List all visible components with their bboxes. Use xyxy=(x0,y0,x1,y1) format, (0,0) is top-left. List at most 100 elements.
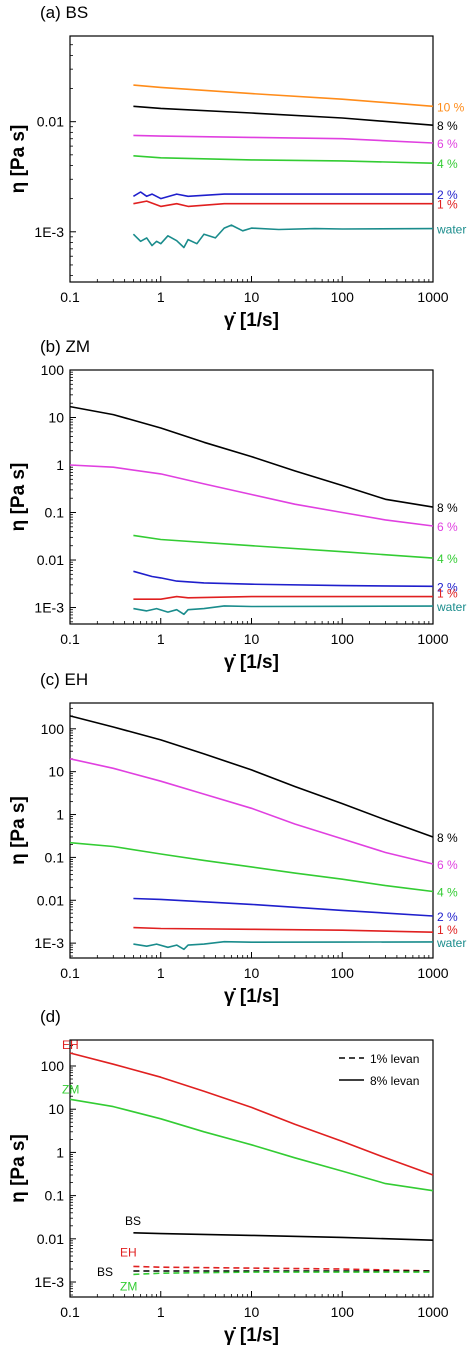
series-line-3 xyxy=(133,134,434,144)
y-tick-label: 1E-3 xyxy=(34,935,64,951)
series-line-5 xyxy=(132,191,433,200)
legend-label: 1% levan xyxy=(370,1052,419,1066)
plot-frame xyxy=(69,702,434,959)
series-end-label: 1 % xyxy=(437,587,458,601)
y-tick-label: 1 xyxy=(56,1144,64,1160)
x-tick-label: 100 xyxy=(331,965,355,981)
x-axis-title: γ̇ [1/s] xyxy=(224,1325,279,1346)
series-inline-label: ZM xyxy=(120,1279,137,1293)
series-inline-label: EH xyxy=(120,1245,137,1259)
series-end-label: 1 % xyxy=(437,198,458,212)
series-line-1 xyxy=(133,84,434,108)
x-tick-label: 10 xyxy=(244,1304,260,1320)
y-tick-label: 0.01 xyxy=(37,552,64,568)
panel-label: (d) xyxy=(40,1007,61,1026)
series-line-2 xyxy=(69,464,434,527)
x-tick-label: 100 xyxy=(331,1304,355,1320)
x-tick-label: 1000 xyxy=(417,965,448,981)
chart-panel-1: (a) BS 0.1 1 10 100 1000 0.01 1E-3 γ̇ [1/s] η [Pa… xyxy=(8,3,466,331)
series-line-3 xyxy=(69,841,434,893)
series-end-label: 8 % xyxy=(437,831,458,845)
plot-frame xyxy=(69,35,434,283)
y-axis-title: η [Pa s] xyxy=(8,463,29,532)
series-end-label: 2 % xyxy=(437,188,458,202)
series-end-label: 8 % xyxy=(437,501,458,515)
y-tick-label: 10 xyxy=(48,410,64,426)
series-inline-label: BS xyxy=(125,1214,141,1228)
series-line-7 xyxy=(132,224,434,249)
x-tick-label: 100 xyxy=(331,289,355,305)
panel-label: (a) BS xyxy=(40,3,88,22)
series-line-6 xyxy=(133,940,434,951)
x-tick-label: 0.1 xyxy=(60,965,80,981)
legend-label: 8% levan xyxy=(370,1074,419,1088)
series-end-label: water xyxy=(436,223,466,237)
series-inline-label: BS xyxy=(97,1265,113,1279)
series-line-6 xyxy=(133,200,433,208)
y-tick-label: 0.01 xyxy=(37,892,64,908)
chart-panel-4: (d) 0.1 1 10 100 1000 100 10 1 0.1 0.01 1E-3 γ̇ [1/s… xyxy=(8,1007,449,1346)
x-tick-label: 0.1 xyxy=(60,1304,80,1320)
y-tick-label: 100 xyxy=(41,362,65,378)
series-end-label: 6 % xyxy=(437,137,458,151)
y-tick-label: 1 xyxy=(56,457,64,473)
series-line-1 xyxy=(69,715,434,838)
x-tick-label: 0.1 xyxy=(60,289,80,305)
series-end-label: 6 % xyxy=(437,520,458,534)
y-tick-label: 10 xyxy=(48,1101,64,1117)
x-tick-label: 0.1 xyxy=(60,631,80,647)
series-line-6 xyxy=(133,605,434,616)
series-end-label: 4 % xyxy=(437,886,458,900)
y-tick-label: 0.1 xyxy=(45,1188,65,1204)
x-tick-label: 1 xyxy=(157,965,165,981)
series-line-1 xyxy=(69,1052,434,1176)
y-tick-label: 0.01 xyxy=(37,114,64,130)
series-line-2 xyxy=(133,105,434,126)
series-inline-label: EH xyxy=(62,1038,79,1052)
y-tick-label: 100 xyxy=(41,721,65,737)
series-inline-label: ZM xyxy=(62,1082,79,1096)
series-line-3 xyxy=(133,1232,434,1241)
series-end-label: 2 % xyxy=(437,580,458,594)
y-tick-label: 1E-3 xyxy=(34,600,64,616)
y-tick-label: 0.01 xyxy=(37,1231,64,1247)
series-line-5 xyxy=(133,926,434,933)
series-end-label: water xyxy=(436,600,466,614)
chart-panel-2: (b) ZM 0.1 1 10 100 1000 100 10 1 0.1 0.01 1E-3 γ̇ [… xyxy=(8,337,466,673)
series-line-2 xyxy=(69,758,434,865)
series-end-label: 4 % xyxy=(437,157,458,171)
series-line-4 xyxy=(133,897,434,917)
series-line-3 xyxy=(133,534,434,559)
x-tick-label: 1000 xyxy=(417,1304,448,1320)
x-tick-label: 1000 xyxy=(417,289,448,305)
series-line-1 xyxy=(69,405,434,508)
y-tick-label: 1E-3 xyxy=(34,224,64,240)
series-end-label: 1 % xyxy=(437,923,458,937)
y-tick-label: 1 xyxy=(56,807,64,823)
series-line-6 xyxy=(133,1271,433,1276)
series-end-label: 6 % xyxy=(437,858,458,872)
x-tick-label: 100 xyxy=(331,631,355,647)
series-end-label: 2 % xyxy=(437,910,458,924)
panel-label: (c) EH xyxy=(40,670,88,689)
chart-panel-3: (c) EH 0.1 1 10 100 1000 100 10 1 0.1 0.01 1E-3 γ̇ [… xyxy=(8,670,466,1007)
x-tick-label: 1 xyxy=(157,289,165,305)
y-tick-label: 10 xyxy=(48,764,64,780)
y-axis-title: η [Pa s] xyxy=(8,1134,29,1203)
x-axis-title: γ̇ [1/s] xyxy=(224,652,279,673)
y-tick-label: 0.1 xyxy=(45,849,65,865)
series-line-4 xyxy=(133,155,434,164)
series-end-label: water xyxy=(436,936,466,950)
y-axis-title: η [Pa s] xyxy=(8,796,29,865)
series-line-2 xyxy=(69,1098,434,1192)
y-tick-label: 0.1 xyxy=(45,505,65,521)
y-tick-label: 1E-3 xyxy=(34,1274,64,1290)
series-end-label: 4 % xyxy=(437,552,458,566)
panel-label: (b) ZM xyxy=(40,337,90,356)
x-axis-title: γ̇ [1/s] xyxy=(224,986,279,1007)
series-line-4 xyxy=(133,570,434,588)
series-end-label: 8 % xyxy=(437,119,458,133)
legend: 1% levan 8% levan xyxy=(339,1052,419,1088)
x-tick-label: 1 xyxy=(157,631,165,647)
x-tick-label: 10 xyxy=(244,631,260,647)
